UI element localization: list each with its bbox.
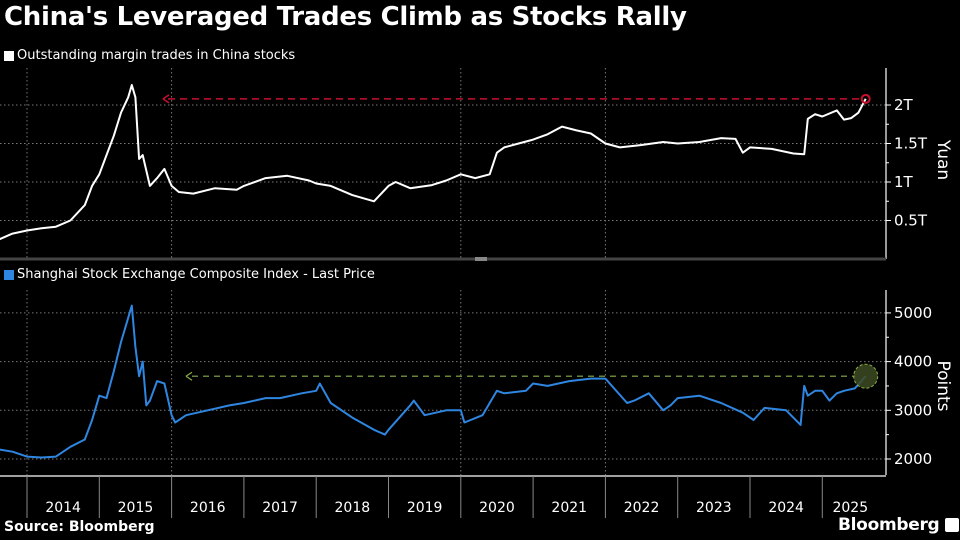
legend-swatch-index [4,269,14,280]
x-tick-label: 2015 [118,500,154,516]
x-tick-label: 2021 [551,500,587,516]
x-tick-label: 2019 [407,500,443,516]
y-axis-label-top: Yuan [933,139,953,180]
series-line-margin [0,84,867,241]
x-tick-label: 2024 [768,500,804,516]
y-axis-label-bottom: Points [933,360,953,411]
x-tick-label: 2025 [832,500,868,516]
x-tick-label: 2020 [479,500,515,516]
legend-label-margin: Outstanding margin trades in China stock… [17,48,296,63]
panel-resize-handle [475,257,487,261]
highlight-marker-index [853,363,879,389]
y-tick-label: 2000 [894,450,932,468]
bloomberg-logo-icon [945,518,960,532]
legend-index: Shanghai Stock Exchange Composite Index … [4,267,375,282]
y-tick-label: 0.5T [894,212,928,230]
arrow-left-icon [162,94,170,104]
x-tick-label: 2018 [335,500,371,516]
highlight-marker-margin [860,93,871,104]
x-tick-label: 2022 [624,500,660,516]
legend-label-index: Shanghai Stock Exchange Composite Index … [17,267,375,282]
y-tick-label: 5000 [894,304,932,322]
legend-swatch-margin [4,50,14,61]
y-tick-label: 4000 [894,353,932,371]
y-tick-label: 1T [894,173,914,191]
bloomberg-brand: Bloomberg [838,515,960,535]
chart-title: China's Leveraged Trades Climb as Stocks… [4,2,687,32]
x-tick-label: 2014 [45,500,81,516]
y-tick-label: 1.5T [894,135,928,153]
y-tick-label: 3000 [894,401,932,419]
x-tick-label: 2016 [190,500,226,516]
x-tick-label: 2023 [696,500,732,516]
legend-margin: Outstanding margin trades in China stock… [4,48,295,63]
series-line-index [0,304,867,459]
y-tick-label: 2T [894,96,914,114]
brand-label: Bloomberg [838,515,940,535]
arrow-left-icon [185,371,193,381]
x-tick-label: 2017 [262,500,298,516]
source-note: Source: Bloomberg [4,519,155,535]
